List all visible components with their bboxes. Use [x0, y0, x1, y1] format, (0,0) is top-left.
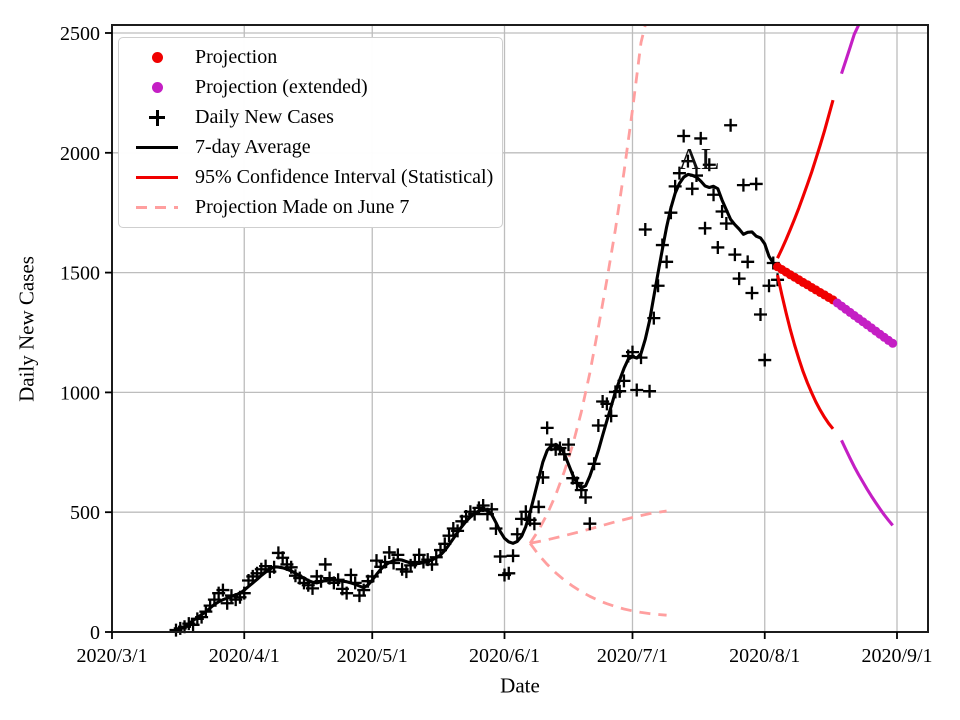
- legend-marker-dot-icon: [119, 52, 195, 64]
- series-95-confidence-interval-upper-extended: [840, 24, 861, 75]
- legend-item-label: Daily New Cases: [195, 106, 334, 129]
- legend-item-label: 95% Confidence Interval (Statistical): [195, 165, 494, 188]
- svg-text:0: 0: [90, 622, 100, 644]
- legend-item: Projection: [119, 43, 502, 73]
- legend-marker-dashed-icon: [119, 205, 195, 209]
- series-projection-extended: [832, 298, 898, 348]
- legend-marker-plus-icon: [119, 109, 195, 126]
- legend-item: Projection (extended): [119, 73, 502, 103]
- axis-ticks: [105, 32, 898, 639]
- legend-marker-line-icon: [119, 175, 195, 179]
- svg-text:2020/3/1: 2020/3/1: [76, 645, 147, 667]
- legend-item-label: Projection (extended): [195, 76, 368, 99]
- svg-text:2020/4/1: 2020/4/1: [209, 645, 280, 667]
- series-daily-new-cases: [169, 118, 785, 637]
- legend-marker-dot-icon: [119, 82, 195, 94]
- y-tick-labels: 0 500 1000 1500 2000 2500: [60, 23, 100, 644]
- legend-item-label: Projection Made on June 7: [195, 195, 410, 218]
- svg-text:1000: 1000: [60, 382, 100, 404]
- legend-marker-line-icon: [119, 145, 195, 149]
- svg-text:2020/9/1: 2020/9/1: [861, 645, 932, 667]
- legend-item: Projection Made on June 7: [119, 192, 502, 222]
- x-axis-label: Date: [500, 673, 540, 698]
- series-projection-made-on-june-7-middle-branch: [529, 509, 667, 545]
- svg-text:500: 500: [70, 502, 100, 524]
- series-projection-made-on-june-7-lower-branch: [528, 542, 667, 617]
- svg-text:2000: 2000: [60, 143, 100, 165]
- legend-item: Daily New Cases: [119, 103, 502, 133]
- series-7-day-average: [179, 172, 779, 630]
- svg-text:2500: 2500: [60, 23, 100, 45]
- x-tick-labels: 2020/3/1 2020/4/1 2020/5/1 2020/6/1 2020/7/1…: [76, 645, 932, 667]
- svg-text:1500: 1500: [60, 263, 100, 285]
- legend-box: Projection Projection (extended) Daily New…: [118, 37, 503, 228]
- plot-frame: [111, 24, 929, 633]
- svg-text:2020/8/1: 2020/8/1: [729, 645, 800, 667]
- svg-text:2020/7/1: 2020/7/1: [597, 645, 668, 667]
- legend-item: 7-day Average: [119, 132, 502, 162]
- series-95-confidence-interval-lower-statistical: [775, 274, 835, 430]
- series-95-confidence-interval-lower-extended: [840, 439, 894, 527]
- svg-text:2020/5/1: 2020/5/1: [337, 645, 408, 667]
- y-axis-label: Daily New Cases: [14, 256, 39, 402]
- series-95-confidence-interval-upper-statistical: [776, 99, 835, 259]
- state-annotation: AL: [678, 141, 720, 176]
- legend-item: 95% Confidence Interval (Statistical): [119, 162, 502, 192]
- series-projection-made-on-june-7-upper-branch: [528, 24, 647, 545]
- series-projection: [773, 262, 838, 305]
- svg-text:2020/6/1: 2020/6/1: [469, 645, 540, 667]
- legend-item-label: Projection: [195, 46, 278, 69]
- legend-item-label: 7-day Average: [195, 135, 311, 158]
